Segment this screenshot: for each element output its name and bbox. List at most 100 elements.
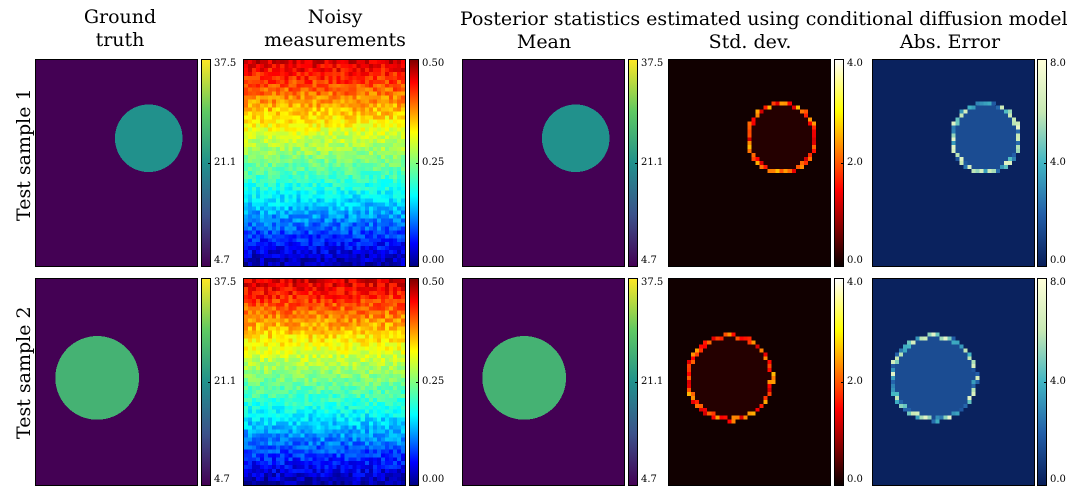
noisy-cell <box>320 429 326 435</box>
noisy-cell <box>300 413 305 419</box>
noisy-cell <box>324 282 330 288</box>
noisy-cell <box>344 330 350 336</box>
noisy-cell <box>296 242 301 247</box>
noisy-cell <box>260 322 265 328</box>
noisy-cell <box>248 262 253 266</box>
noisy-cell <box>280 246 285 251</box>
noisy-cell <box>308 298 314 304</box>
noisy-cell <box>304 461 309 466</box>
ring-cell <box>947 415 952 420</box>
noisy-cell <box>372 143 378 148</box>
noisy-cell <box>320 389 326 395</box>
noisy-cell <box>296 298 301 304</box>
noisy-cell <box>356 210 362 216</box>
noisy-cell <box>248 151 253 156</box>
noisy-cell <box>296 190 301 196</box>
noisy-cell <box>300 202 305 208</box>
noisy-cell <box>328 186 334 192</box>
noisy-cell <box>332 449 338 454</box>
noisy-cell <box>288 302 293 308</box>
noisy-cell <box>272 198 277 204</box>
noisy-cell <box>388 362 394 367</box>
noisy-cell <box>300 234 305 239</box>
noisy-cell <box>252 143 257 148</box>
noisy-cell <box>272 449 277 454</box>
noisy-cell <box>336 135 342 140</box>
ring-cell <box>763 164 768 169</box>
noisy-cell <box>308 382 314 387</box>
noisy-cell <box>260 393 265 399</box>
noisy-cell <box>260 310 265 316</box>
noisy-cell <box>348 457 354 462</box>
noisy-cell <box>368 143 374 148</box>
noisy-cell <box>276 378 281 383</box>
noisy-cell <box>244 441 249 446</box>
noisy-cell <box>244 457 249 462</box>
noisy-cell <box>304 366 309 371</box>
noisy-cell <box>380 186 386 192</box>
noisy-cell <box>260 314 265 320</box>
noisy-cell <box>284 366 289 371</box>
noisy-cell <box>320 350 326 355</box>
noisy-cell <box>356 385 362 391</box>
noisy-cell <box>368 238 374 243</box>
noisy-cell <box>400 449 405 454</box>
noisy-cell <box>400 107 405 113</box>
colorbar-tick-label: 0.50 <box>422 58 445 69</box>
noisy-cell <box>252 135 257 140</box>
noisy-cell <box>360 282 366 288</box>
noisy-cell <box>336 429 342 435</box>
noisy-cell <box>268 186 273 192</box>
noisy-cell <box>256 139 261 144</box>
noisy-cell <box>272 99 277 105</box>
ring-cell <box>691 395 696 400</box>
noisy-cell <box>276 374 281 379</box>
noisy-cell <box>308 103 314 109</box>
noisy-cell <box>372 342 378 347</box>
noisy-cell <box>396 354 402 359</box>
noisy-cell <box>376 457 382 462</box>
noisy-cell <box>340 441 346 446</box>
noisy-cell <box>336 127 342 132</box>
noisy-cell <box>388 461 394 466</box>
noisy-cell <box>280 397 285 403</box>
noisy-cell <box>316 182 322 188</box>
noisy-cell <box>376 202 382 208</box>
noisy-cell <box>316 194 322 200</box>
noisy-cell <box>276 382 281 387</box>
noisy-cell <box>360 107 366 113</box>
noisy-cell <box>388 127 394 132</box>
ring-cell <box>747 133 752 138</box>
noisy-cell <box>316 234 322 239</box>
ring-cell <box>811 121 816 126</box>
noisy-cell <box>304 206 309 212</box>
noisy-cell <box>264 131 269 136</box>
noisy-cell <box>292 83 297 89</box>
noisy-cell <box>368 83 374 89</box>
noisy-cell <box>252 198 257 204</box>
noisy-cell <box>284 314 289 320</box>
ring-cell <box>775 101 780 106</box>
noisy-cell <box>328 286 334 292</box>
noisy-cell <box>384 298 390 304</box>
noisy-cell <box>260 262 265 266</box>
noisy-cell <box>324 182 330 188</box>
noisy-cell <box>304 290 309 296</box>
noisy-cell <box>388 389 394 395</box>
noisy-cell <box>372 310 378 316</box>
noisy-cell <box>396 330 402 336</box>
noisy-cell <box>252 413 257 419</box>
noisy-cell <box>300 322 305 328</box>
noisy-cell <box>356 417 362 423</box>
noisy-cell <box>328 99 334 105</box>
noisy-cell <box>256 107 261 113</box>
noisy-cell <box>364 421 370 427</box>
noisy-cell <box>304 465 309 470</box>
noisy-cell <box>332 95 338 101</box>
noisy-cell <box>272 79 277 85</box>
noisy-cell <box>348 473 354 478</box>
noisy-cell <box>364 290 370 296</box>
colorbar-tick-label: 21.1 <box>641 156 664 168</box>
noisy-cell <box>260 401 265 407</box>
noisy-cell <box>312 302 318 308</box>
